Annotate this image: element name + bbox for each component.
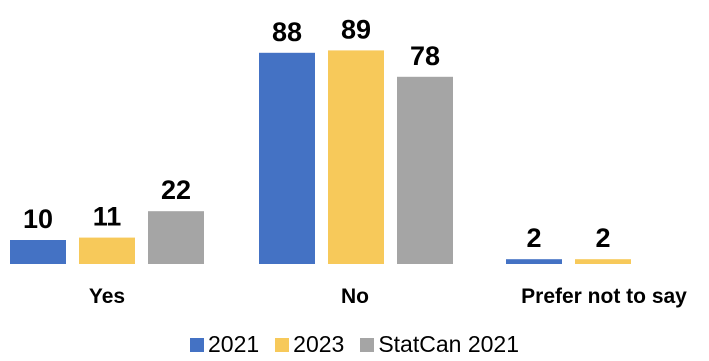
- category-label-prefer-not-to-say: Prefer not to say: [521, 285, 687, 308]
- legend-item-2023: 2023: [275, 331, 344, 358]
- value-label-no-2021: 88: [272, 17, 302, 47]
- value-label-yes-statcan-2021: 22: [161, 175, 191, 205]
- legend-label-2023: 2023: [293, 331, 345, 357]
- category-label-layer: Yes No Prefer not to say: [89, 285, 687, 308]
- value-label-prefer-not-to-say-2021: 2: [526, 223, 541, 253]
- value-label-no-statcan-2021: 78: [410, 41, 440, 71]
- legend-item-statcan-2021: StatCan 2021: [360, 331, 519, 358]
- legend-swatch-2023: [275, 337, 290, 352]
- bar-no-2023: [328, 50, 384, 265]
- bar-yes-2023: [79, 237, 135, 264]
- value-label-yes-2023: 11: [93, 202, 122, 232]
- bar-no-2021: [259, 52, 315, 264]
- legend-label-2021: 2021: [207, 331, 260, 357]
- legend-swatch-statcan-2021: [360, 337, 375, 352]
- category-label-yes: Yes: [89, 285, 125, 308]
- value-label-prefer-not-to-say-2023: 2: [595, 223, 610, 253]
- bar-no-statcan-2021: [397, 76, 453, 264]
- legend-item-2021: 2021: [189, 331, 260, 358]
- legend-label-statcan-2021: StatCan 2021: [378, 331, 519, 357]
- chart-legend: 2021 2023 StatCan 2021: [0, 331, 709, 358]
- legend-swatch-2021: [189, 337, 204, 352]
- bar-yes-statcan-2021: [148, 211, 204, 264]
- bar-prefer-not-to-say-2023: [575, 259, 631, 264]
- category-label-no: No: [341, 285, 369, 308]
- bar-yes-2021: [10, 240, 66, 264]
- value-label-no-2023: 89: [341, 14, 371, 44]
- value-label-yes-2021: 10: [23, 204, 53, 234]
- bar-layer: [10, 50, 631, 265]
- bar-prefer-not-to-say-2021: [506, 259, 562, 264]
